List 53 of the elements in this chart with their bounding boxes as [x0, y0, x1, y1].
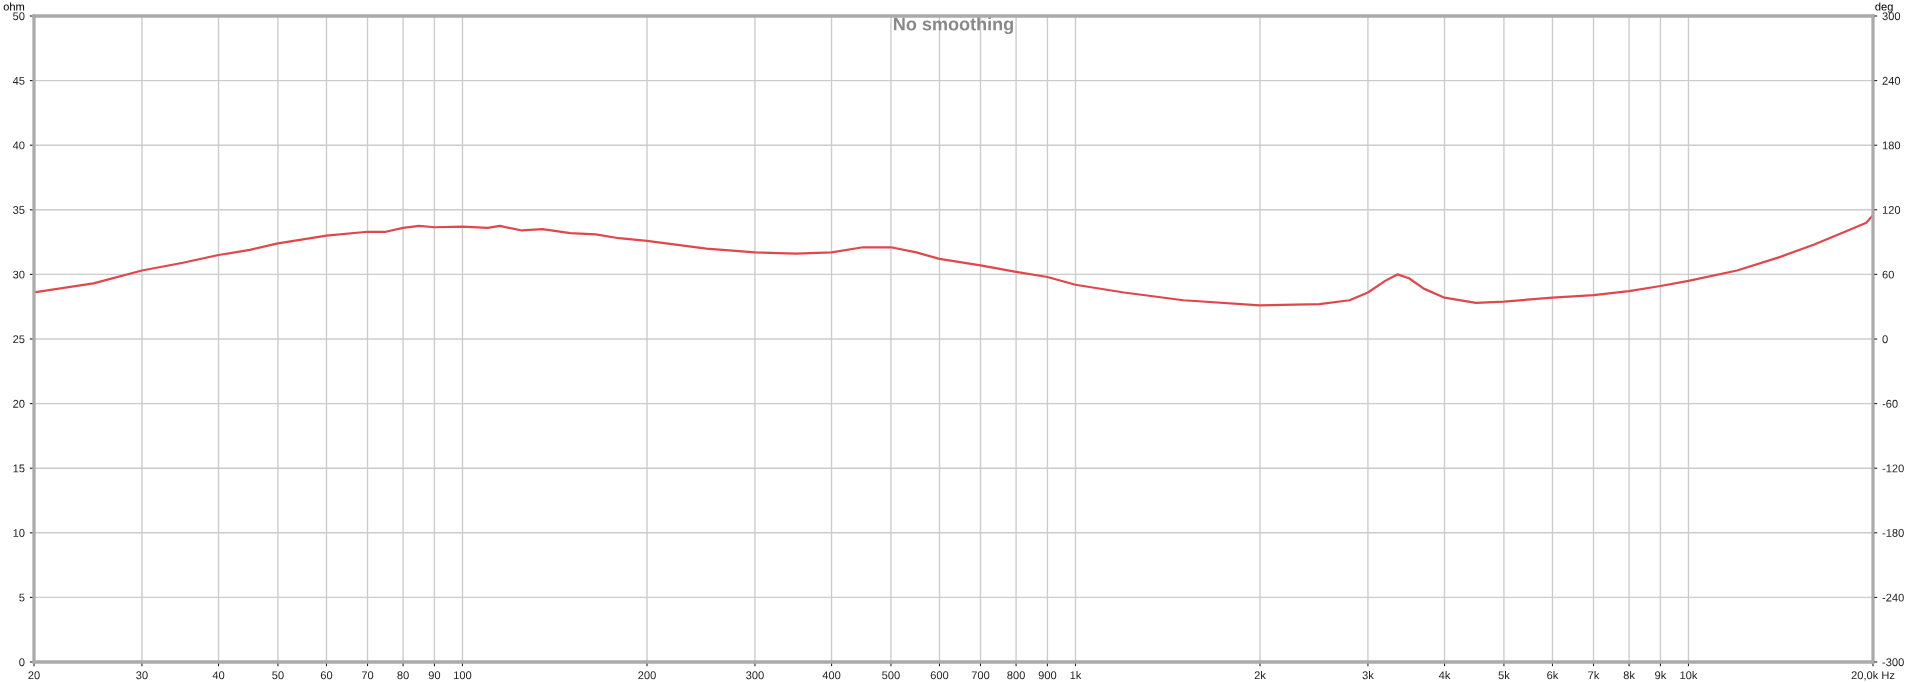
x-tick-label: 700 — [971, 671, 990, 680]
x-tick-label: 8k — [1623, 671, 1635, 680]
x-tick-label: 200 — [638, 671, 656, 680]
x-tick-label: 6k — [1547, 671, 1559, 680]
x-tick-label: 20,0k Hz — [1851, 671, 1895, 681]
x-tick-label: 600 — [930, 671, 949, 680]
x-tick-label: 7k — [1588, 671, 1600, 680]
y-tick-label: 15 — [13, 464, 25, 473]
x-tick-label: 800 — [1007, 671, 1025, 680]
y-tick-label: 25 — [13, 335, 25, 344]
x-tick-label: 40 — [212, 671, 225, 680]
y2-tick-label: -120 — [1882, 464, 1904, 473]
y2-axis-title: deg — [1875, 2, 1893, 13]
x-tick-label: 300 — [746, 671, 764, 680]
chart-title: No smoothing — [894, 17, 1013, 35]
x-tick-label: 50 — [272, 671, 284, 680]
x-tick-label: 5k — [1498, 671, 1510, 680]
y2-tick-label: 0 — [1882, 335, 1888, 344]
x-tick-label: 1k — [1070, 671, 1082, 680]
y2-tick-label: -240 — [1882, 593, 1904, 602]
y2-tick-label: 180 — [1882, 141, 1901, 150]
y-tick-label: 20 — [13, 399, 25, 408]
x-tick-label: 70 — [361, 671, 374, 680]
y2-tick-label: 240 — [1882, 76, 1901, 85]
y-tick-label: 35 — [13, 206, 25, 214]
x-tick-label: 500 — [882, 671, 900, 680]
x-tick-label: 400 — [822, 671, 841, 680]
y2-tick-label: -300 — [1882, 658, 1904, 667]
y-tick-label: 0 — [19, 658, 25, 667]
y2-tick-label: -60 — [1882, 399, 1898, 408]
y2-tick-label: 300 — [1882, 12, 1901, 21]
x-tick-label: 80 — [397, 671, 409, 680]
y-tick-label: 5 — [19, 593, 25, 602]
y-axis-title: ohm — [3, 2, 25, 11]
x-tick-label: 60 — [320, 671, 333, 680]
y-tick-label: 30 — [13, 270, 25, 279]
x-tick-label: 30 — [136, 671, 148, 680]
x-tick-label: 3k — [1362, 671, 1374, 680]
x-tick-label: 100 — [454, 671, 472, 680]
x-tick-label: 10k — [1680, 671, 1698, 680]
x-tick-label: 4k — [1438, 671, 1451, 680]
y2-tick-label: -180 — [1882, 529, 1904, 537]
y2-tick-label: 120 — [1882, 206, 1901, 214]
y-tick-label: 45 — [12, 76, 25, 85]
x-tick-label: 900 — [1038, 671, 1057, 680]
y2-tick-label: 60 — [1882, 270, 1894, 279]
y-tick-label: 50 — [13, 12, 25, 21]
x-tick-label: 2k — [1254, 671, 1266, 680]
y-tick-label: 40 — [12, 141, 25, 150]
y-tick-label: 10 — [13, 529, 25, 537]
x-tick-label: 90 — [428, 671, 441, 680]
x-tick-label: 9k — [1655, 671, 1667, 680]
x-tick-label: 20 — [28, 671, 40, 680]
